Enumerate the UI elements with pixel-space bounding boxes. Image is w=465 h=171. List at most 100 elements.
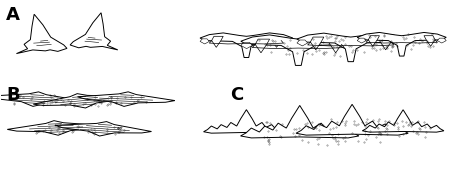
Point [59,100,66,102]
Point [430,45,437,48]
Point [260,136,268,139]
Point [408,121,416,124]
Point [314,142,322,145]
Point [106,102,113,105]
Point [368,45,376,48]
Point [61,104,68,107]
Point [343,119,350,122]
Point [286,52,293,55]
Point [366,129,373,132]
Point [429,33,436,36]
Point [39,129,46,132]
Point [388,45,396,47]
Point [410,129,417,132]
Point [27,98,35,100]
Point [326,36,333,38]
Point [373,126,381,129]
Point [320,52,328,55]
Point [130,101,138,103]
Point [303,121,311,124]
PathPatch shape [362,110,444,132]
Point [406,120,414,123]
Point [105,103,112,105]
Point [365,34,373,37]
Point [36,129,43,132]
Point [286,47,293,49]
PathPatch shape [394,40,405,46]
Point [334,143,342,146]
Point [134,99,142,102]
Point [427,127,434,129]
Point [332,126,340,128]
Point [374,120,382,123]
Point [381,129,389,132]
Point [319,51,327,54]
Point [390,122,398,125]
Point [278,122,286,125]
Point [405,33,412,36]
Point [380,35,387,37]
Point [335,40,343,42]
Point [383,46,390,49]
Point [315,137,323,140]
Point [360,51,368,54]
Point [322,51,330,54]
Point [316,124,323,127]
Point [41,128,49,131]
PathPatch shape [368,36,379,46]
Point [334,133,341,136]
Point [339,137,346,139]
Point [405,122,413,125]
PathPatch shape [327,39,341,53]
Point [262,121,269,123]
Point [290,128,298,131]
Point [114,127,122,129]
Point [388,40,395,43]
Point [393,44,401,47]
Point [371,42,378,45]
Point [422,130,429,133]
Point [40,100,47,103]
Point [121,95,129,98]
Point [415,127,423,129]
Point [313,137,320,140]
Point [34,130,41,133]
Point [308,52,316,55]
Point [372,43,379,46]
Point [333,35,341,38]
Point [311,45,318,48]
Point [137,96,145,99]
Point [311,42,319,44]
Text: C: C [230,86,244,103]
Point [416,37,424,40]
Point [282,53,290,55]
Point [363,118,371,121]
Point [349,48,357,51]
Point [107,96,115,99]
Point [47,128,54,131]
Point [47,95,54,98]
PathPatch shape [270,36,281,47]
Point [53,128,61,131]
Point [43,102,50,104]
Point [58,97,65,100]
Point [264,130,272,132]
Point [388,50,395,53]
Point [332,37,339,40]
Point [327,44,334,46]
Point [361,37,369,40]
PathPatch shape [200,39,209,44]
Point [337,54,344,57]
Point [59,129,66,131]
Point [107,98,115,101]
PathPatch shape [0,92,85,106]
Point [400,38,408,41]
Point [117,127,124,130]
Point [103,130,110,132]
PathPatch shape [255,39,270,53]
Point [114,126,121,129]
Point [87,104,95,107]
Point [403,44,410,47]
Point [429,40,436,43]
Point [302,123,309,125]
